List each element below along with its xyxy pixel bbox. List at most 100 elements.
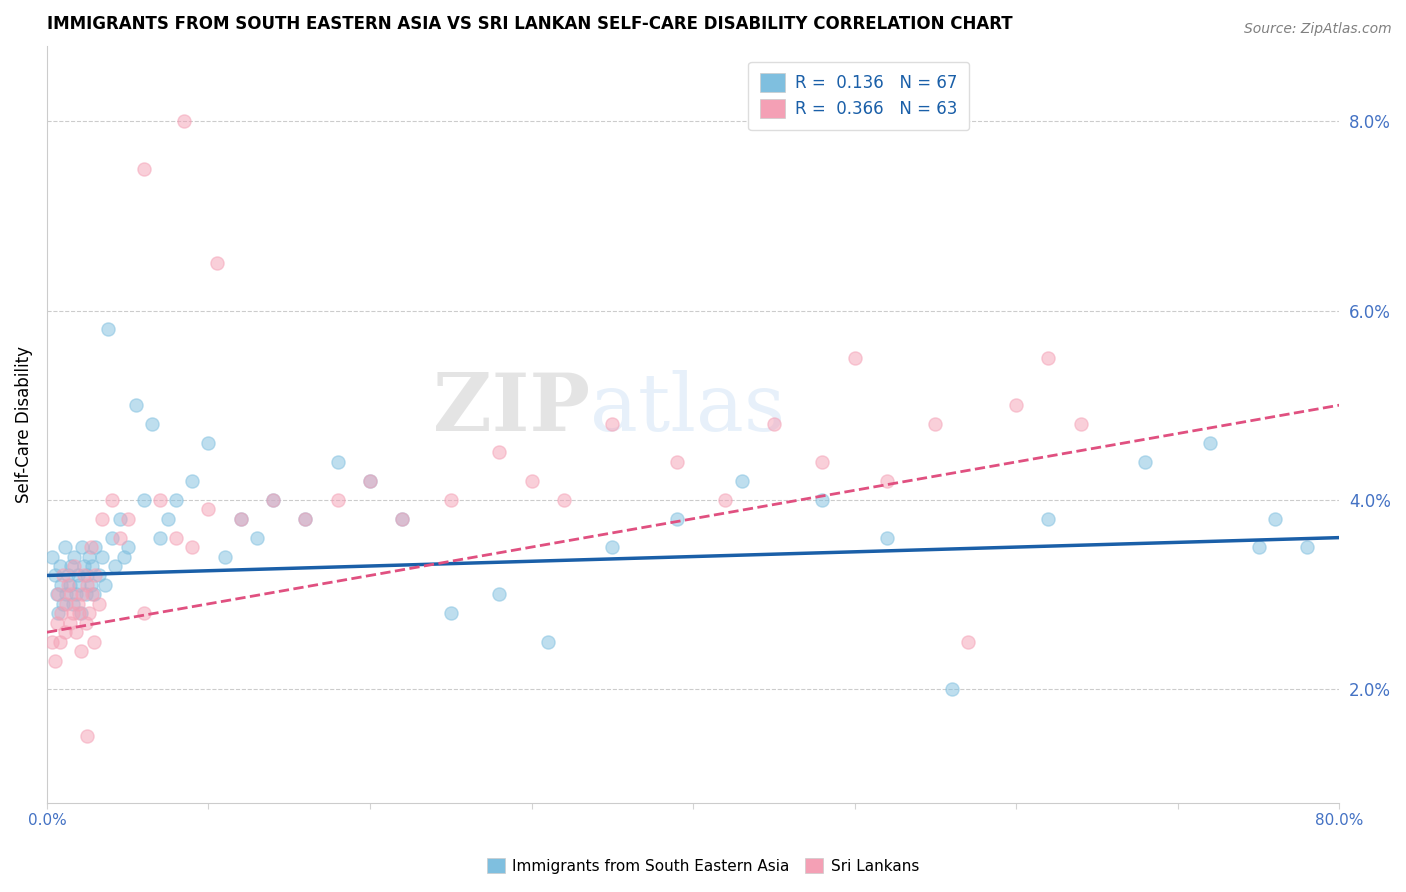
Point — [114, 549, 136, 564]
Point — [205, 256, 228, 270]
Point — [90, 549, 112, 564]
Point — [181, 474, 204, 488]
Point — [488, 587, 510, 601]
Point — [294, 512, 316, 526]
Point — [100, 492, 122, 507]
Point — [66, 597, 89, 611]
Point — [77, 549, 100, 564]
Point — [157, 512, 180, 526]
Point — [90, 512, 112, 526]
Point — [262, 492, 284, 507]
Point — [125, 398, 148, 412]
Point — [69, 607, 91, 621]
Point — [141, 417, 163, 431]
Point — [83, 634, 105, 648]
Point — [55, 597, 77, 611]
Point — [79, 578, 101, 592]
Point — [1247, 540, 1270, 554]
Point — [100, 531, 122, 545]
Point — [132, 161, 155, 176]
Point — [1135, 455, 1157, 469]
Point — [108, 512, 131, 526]
Point — [165, 492, 187, 507]
Point — [762, 417, 785, 431]
Legend: Immigrants from South Eastern Asia, Sri Lankans: Immigrants from South Eastern Asia, Sri … — [481, 852, 925, 880]
Text: Source: ZipAtlas.com: Source: ZipAtlas.com — [1244, 22, 1392, 37]
Point — [714, 492, 737, 507]
Point — [41, 549, 63, 564]
Point — [94, 578, 117, 592]
Point — [811, 492, 834, 507]
Point — [44, 654, 66, 668]
Point — [197, 436, 219, 450]
Point — [83, 587, 105, 601]
Point — [53, 625, 76, 640]
Point — [46, 607, 69, 621]
Point — [553, 492, 575, 507]
Point — [45, 587, 67, 601]
Point — [181, 540, 204, 554]
Point — [58, 615, 80, 630]
Point — [75, 587, 97, 601]
Point — [391, 512, 413, 526]
Point — [62, 607, 84, 621]
Point — [117, 512, 139, 526]
Point — [941, 681, 963, 696]
Point — [108, 531, 131, 545]
Point — [537, 634, 560, 648]
Point — [65, 587, 87, 601]
Point — [76, 568, 98, 582]
Point — [229, 512, 252, 526]
Point — [197, 502, 219, 516]
Point — [520, 474, 543, 488]
Point — [51, 607, 73, 621]
Point — [1038, 512, 1060, 526]
Point — [76, 729, 98, 743]
Point — [440, 492, 463, 507]
Point — [1296, 540, 1319, 554]
Point — [956, 634, 979, 648]
Point — [60, 587, 83, 601]
Point — [46, 587, 69, 601]
Point — [876, 474, 898, 488]
Point — [730, 474, 752, 488]
Point — [82, 559, 104, 574]
Point — [62, 597, 84, 611]
Point — [49, 634, 72, 648]
Point — [488, 445, 510, 459]
Point — [87, 568, 110, 582]
Point — [117, 540, 139, 554]
Point — [67, 578, 90, 592]
Point — [600, 540, 623, 554]
Point — [262, 492, 284, 507]
Point — [84, 540, 107, 554]
Text: atlas: atlas — [589, 370, 785, 448]
Point — [41, 634, 63, 648]
Point — [359, 474, 381, 488]
Point — [73, 568, 96, 582]
Point — [1038, 351, 1060, 365]
Point — [82, 587, 104, 601]
Point — [63, 559, 86, 574]
Point — [165, 531, 187, 545]
Legend: R =  0.136   N = 67, R =  0.366   N = 63: R = 0.136 N = 67, R = 0.366 N = 63 — [748, 62, 969, 130]
Point — [69, 644, 91, 658]
Point — [52, 597, 75, 611]
Point — [72, 587, 94, 601]
Point — [72, 540, 94, 554]
Point — [600, 417, 623, 431]
Point — [55, 587, 77, 601]
Point — [326, 455, 349, 469]
Point — [52, 568, 75, 582]
Point — [924, 417, 946, 431]
Point — [63, 549, 86, 564]
Point — [1005, 398, 1028, 412]
Point — [56, 568, 79, 582]
Text: ZIP: ZIP — [433, 370, 589, 448]
Point — [97, 322, 120, 336]
Point — [326, 492, 349, 507]
Point — [214, 549, 236, 564]
Point — [149, 492, 172, 507]
Point — [49, 559, 72, 574]
Point — [44, 568, 66, 582]
